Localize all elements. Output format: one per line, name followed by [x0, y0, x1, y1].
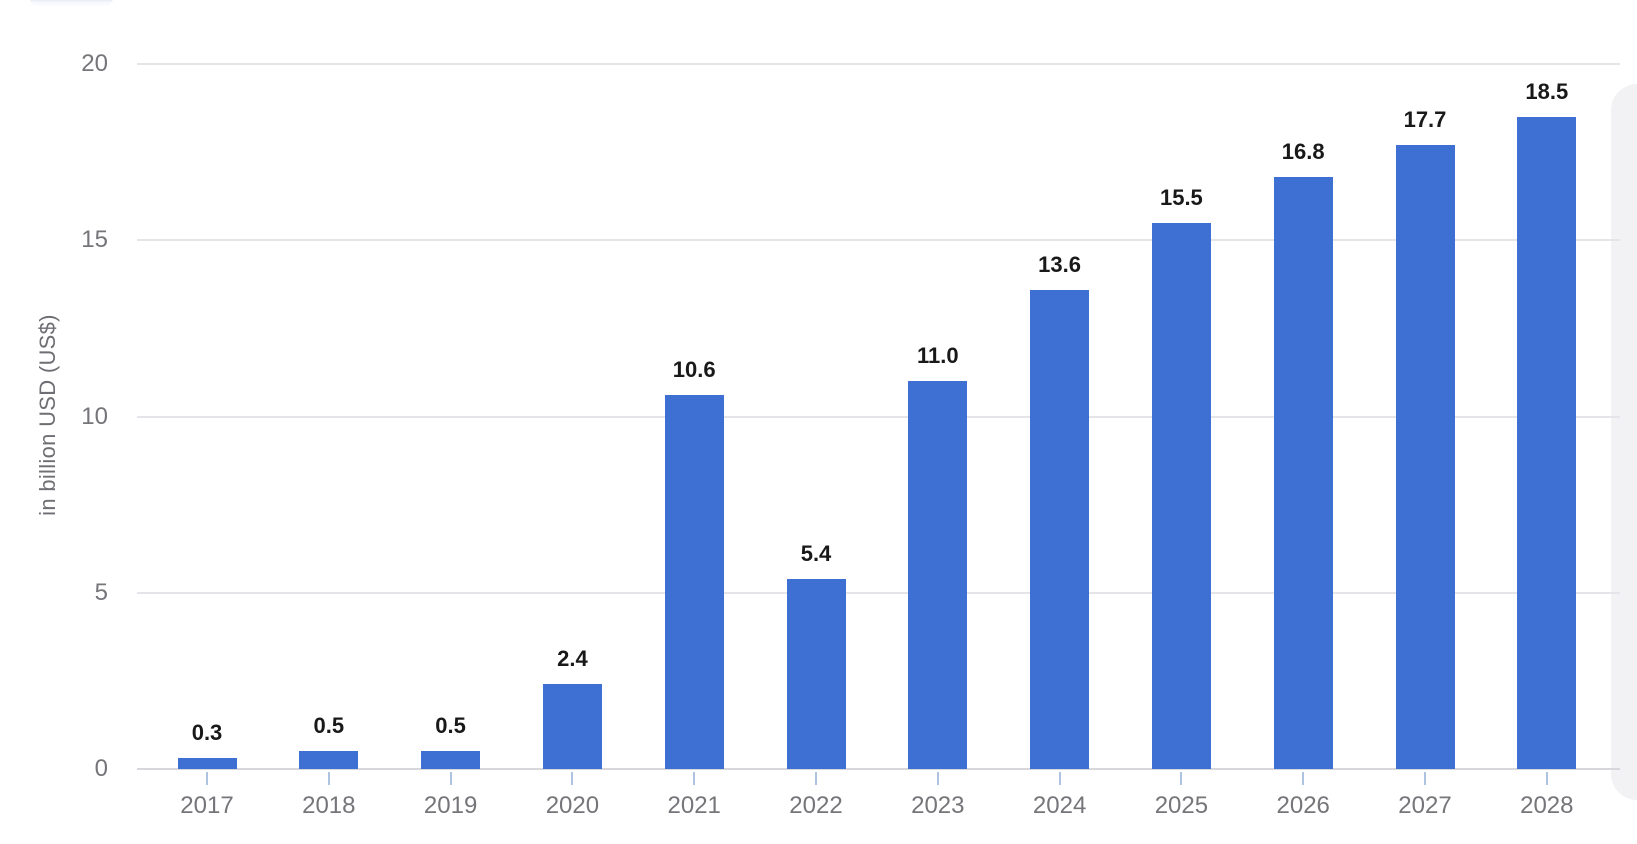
- x-tick-label: 2019: [423, 792, 478, 819]
- x-tick-label: 2021: [667, 792, 721, 819]
- x-tick-label: 2025: [1154, 792, 1209, 819]
- x-tick-label: 2023: [911, 792, 965, 819]
- value-label: 5.4: [800, 540, 832, 566]
- gridline: [137, 415, 1620, 418]
- bar-2020[interactable]: [542, 684, 602, 769]
- plot-area: 0.3 0.5 0.5 2.4 10.6 5.4 11.0 13.6 15.5 16.8 17.7 1…: [137, 63, 1620, 770]
- gridline: [137, 63, 1620, 65]
- y-axis-tick-label: 0: [94, 755, 108, 782]
- x-tick-mark: [571, 772, 574, 785]
- bar-2021[interactable]: [664, 395, 724, 769]
- value-label: 16.8: [1281, 138, 1325, 164]
- x-tick-mark: [815, 772, 817, 785]
- x-tick-mark: [1302, 772, 1305, 785]
- x-tick-mark: [1424, 772, 1426, 785]
- value-label: 10.6: [672, 357, 716, 383]
- x-tick-mark: [1058, 772, 1061, 785]
- x-tick-label: 2027: [1398, 792, 1452, 819]
- x-tick-mark: [206, 772, 208, 785]
- x-axis-baseline: [137, 768, 1620, 770]
- gridline: [137, 239, 1620, 242]
- bar-2022[interactable]: [786, 578, 846, 769]
- value-label: 13.6: [1038, 251, 1082, 277]
- x-tick-mark: [936, 772, 939, 785]
- x-tick-mark: [693, 772, 696, 785]
- value-label: 0.5: [313, 713, 345, 739]
- value-label: 17.7: [1403, 107, 1447, 133]
- clipped-button-remnant[interactable]: [30, 0, 113, 6]
- bar-2024[interactable]: [1030, 289, 1090, 769]
- value-label: 11.0: [916, 343, 959, 369]
- bar-2027[interactable]: [1395, 145, 1455, 769]
- bar-2017[interactable]: [177, 758, 237, 769]
- bar-2025[interactable]: [1151, 222, 1211, 769]
- x-tick-label: 2028: [1520, 792, 1574, 819]
- x-tick-label: 2026: [1276, 792, 1330, 819]
- bar-2019[interactable]: [421, 751, 481, 769]
- value-label: 15.5: [1159, 184, 1203, 210]
- bar-2023[interactable]: [908, 381, 968, 769]
- bar-2018[interactable]: [299, 751, 359, 769]
- y-axis-tick-label: 20: [81, 50, 108, 77]
- y-axis-tick-label: 15: [81, 226, 108, 254]
- x-tick-label: 2024: [1032, 792, 1087, 819]
- x-tick-label: 2020: [545, 792, 600, 819]
- x-tick-mark: [327, 772, 330, 785]
- x-tick-label: 2022: [789, 792, 843, 819]
- x-tick-mark: [1180, 772, 1183, 785]
- x-tick-mark: [1545, 772, 1548, 785]
- right-edge-decoration: [1611, 84, 1637, 800]
- value-label: 0.5: [435, 713, 466, 739]
- bar-2026[interactable]: [1273, 176, 1333, 769]
- x-tick-mark: [449, 772, 452, 785]
- bar-2028[interactable]: [1517, 116, 1577, 769]
- x-axis: 2017 2018 2019 2020 2021 2022 2023 2024 2025 2026…: [137, 769, 1620, 829]
- y-axis-tick-labels: 0 5 10 15 20: [52, 52, 108, 781]
- y-axis-tick-label: 10: [81, 402, 108, 430]
- value-label: 0.3: [191, 720, 223, 746]
- x-tick-label: 2017: [180, 792, 234, 819]
- value-label: 18.5: [1525, 78, 1569, 104]
- x-tick-label: 2018: [302, 792, 356, 819]
- gridline: [137, 591, 1620, 594]
- y-axis-tick-label: 5: [94, 578, 108, 606]
- value-label: 2.4: [557, 646, 588, 672]
